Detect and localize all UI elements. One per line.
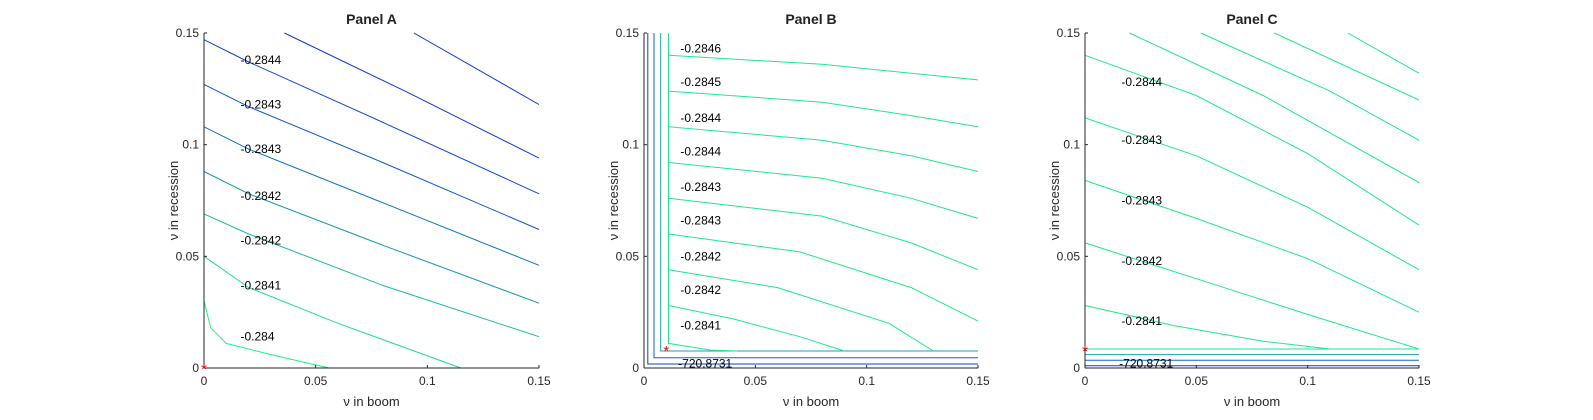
- contour-label: -0.2844: [241, 53, 282, 67]
- contour-line: [1084, 242, 1420, 350]
- contour-label: -720.8731: [678, 357, 732, 371]
- contour-line: [203, 126, 540, 266]
- contour-label: -0.2845: [680, 75, 721, 89]
- contour-label: -0.2841: [1121, 314, 1162, 328]
- contour-line: [1084, 54, 1420, 226]
- contour-label: -0.2843: [1121, 194, 1162, 208]
- contour-line: [203, 255, 461, 369]
- x-tick-label: 0.1: [419, 374, 436, 388]
- contour-label: -0.2843: [241, 142, 282, 156]
- y-tick-label: 0.1: [182, 138, 199, 152]
- x-tick-label: 0.15: [527, 374, 551, 388]
- contour-label: -0.2844: [1121, 75, 1162, 89]
- contour-label: -0.2841: [241, 278, 282, 292]
- x-tick-label: 0.05: [304, 374, 328, 388]
- contour-line: [413, 32, 540, 105]
- contour-line: [1084, 117, 1420, 271]
- y-tick-label: 0.05: [616, 249, 640, 263]
- panel-title: Panel C: [1226, 11, 1277, 27]
- contour-line: [647, 33, 978, 365]
- contour-line: [668, 33, 738, 352]
- contour-line: [668, 90, 979, 128]
- x-tick-label: 0.1: [858, 374, 875, 388]
- panel-a: 0 0.05 0.1 0.15 0 0.05 0.1 0.15 -0.2844 -0.2843 -0…: [166, 11, 551, 409]
- y-axis-label: ν in recession: [606, 161, 621, 240]
- x-tick-label: 0.15: [966, 374, 990, 388]
- contour-line: [668, 269, 934, 352]
- y-tick-label: 0: [192, 361, 199, 375]
- y-tick-label: 0.05: [176, 249, 200, 263]
- y-axis-label: ν in recession: [166, 161, 181, 240]
- panel-title: Panel A: [346, 11, 397, 27]
- x-tick-label: 0.15: [1407, 374, 1431, 388]
- contour-label: -0.2842: [680, 249, 721, 263]
- contour-line: [653, 33, 978, 359]
- contour-label: -0.2841: [680, 319, 721, 333]
- panel-b: 0 0.05 0.1 0.15 0 0.05 0.1 0.15 -0.2846 -0.2845 -0…: [606, 11, 990, 409]
- contour-line: [284, 32, 540, 159]
- contour-label: -0.2842: [1121, 254, 1162, 268]
- contour-label: -0.2843: [241, 97, 282, 111]
- contour-line: [1084, 305, 1330, 350]
- contour-label: -0.2842: [241, 234, 282, 248]
- contour-label: -0.2842: [241, 189, 282, 203]
- contour-line: [1129, 32, 1420, 184]
- y-tick-label: 0.15: [176, 26, 200, 40]
- x-tick-label: 0: [201, 374, 208, 388]
- y-tick-label: 0.15: [616, 26, 640, 40]
- contour-line: [668, 305, 845, 352]
- panel-c: 0 0.05 0.1 0.15 0 0.05 0.1 0.15 -0.2844 -0.2843 -0…: [1047, 11, 1431, 409]
- contour-line: [668, 126, 979, 172]
- x-tick-label: 0: [641, 374, 648, 388]
- contour-label: -0.2843: [1121, 133, 1162, 147]
- contour-label: -0.2846: [680, 42, 721, 56]
- y-axis-label: ν in recession: [1047, 161, 1062, 240]
- contour-line: [1200, 32, 1420, 141]
- contour-line: [1347, 32, 1420, 74]
- contour-line: [203, 300, 330, 369]
- contour-label: -0.2843: [680, 214, 721, 228]
- optimum-marker: *: [1082, 343, 1088, 360]
- contour-line: [668, 54, 979, 81]
- contour-label: -720.8731: [1119, 357, 1173, 371]
- x-tick-label: 0: [1082, 374, 1089, 388]
- contour-label: -0.2843: [680, 180, 721, 194]
- y-tick-label: 0: [632, 361, 639, 375]
- contour-line: [203, 171, 540, 304]
- y-tick-label: 0.05: [1057, 249, 1081, 263]
- contour-line: [1084, 179, 1420, 313]
- contour-label: -0.2842: [680, 283, 721, 297]
- contour-line: [203, 39, 540, 195]
- contour-label: -0.2844: [680, 111, 721, 125]
- x-axis-label: ν in boom: [1224, 394, 1280, 409]
- x-tick-label: 0.1: [1299, 374, 1316, 388]
- x-axis-label: ν in boom: [343, 394, 399, 409]
- contour-line: [668, 233, 979, 322]
- x-tick-label: 0.05: [1185, 374, 1209, 388]
- y-tick-label: 0.1: [622, 138, 639, 152]
- contour-line: [203, 83, 540, 230]
- optimum-marker: *: [201, 361, 207, 378]
- contour-line: [1274, 32, 1420, 101]
- contour-label: -0.2844: [680, 144, 721, 158]
- contour-line: [668, 162, 979, 219]
- y-tick-label: 0.1: [1063, 138, 1080, 152]
- contour-line: [660, 33, 978, 352]
- contour-line: [668, 197, 979, 271]
- y-tick-label: 0.15: [1057, 26, 1081, 40]
- panel-title: Panel B: [785, 11, 836, 27]
- y-tick-label: 0: [1073, 361, 1080, 375]
- x-axis-label: ν in boom: [783, 394, 839, 409]
- contour-label: -0.284: [241, 330, 275, 344]
- x-tick-label: 0.05: [744, 374, 768, 388]
- contour-line: [203, 213, 540, 338]
- optimum-marker: *: [663, 343, 669, 360]
